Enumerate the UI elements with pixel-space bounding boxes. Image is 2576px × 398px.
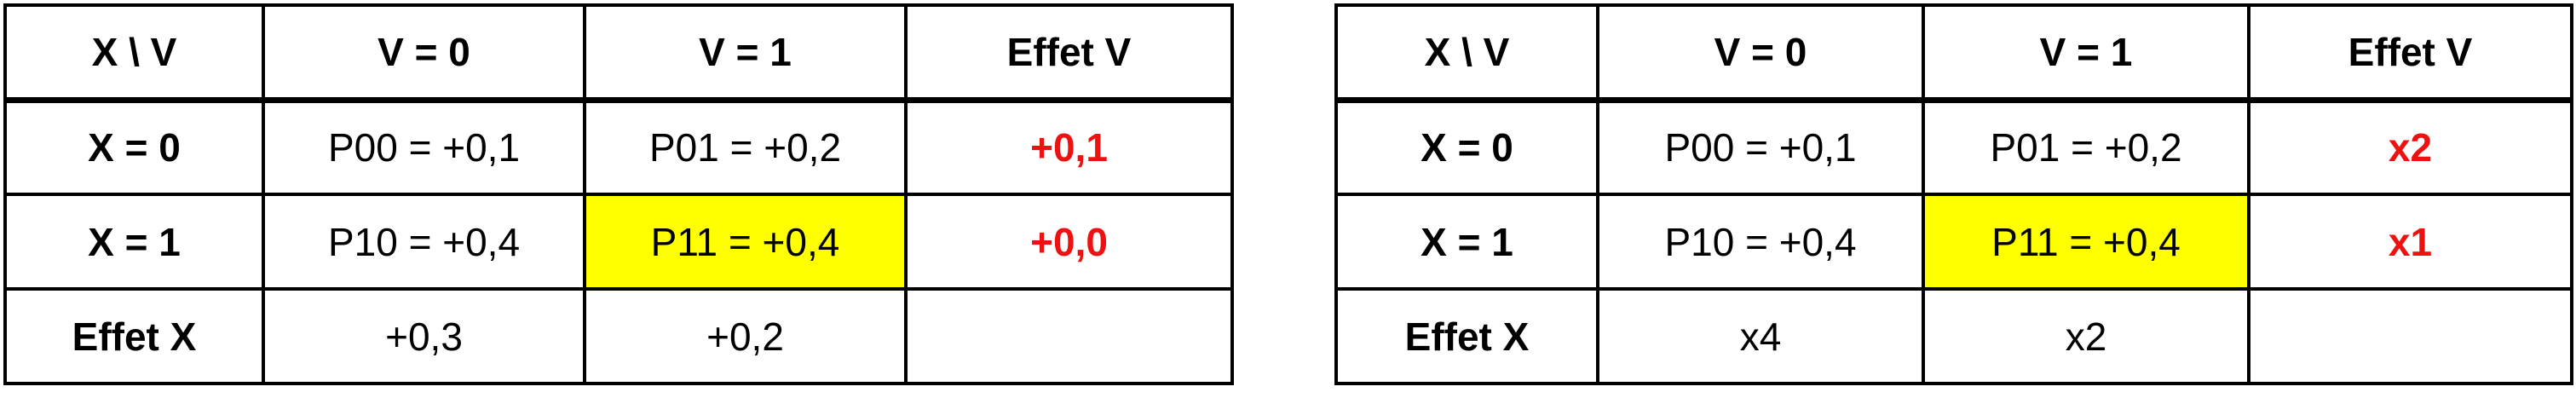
row-label-x0: X = 0 [1334, 98, 1599, 196]
row-label-effect-x: Effet X [1334, 287, 1599, 385]
row-label-x1: X = 1 [3, 193, 265, 291]
row-label-effect-x: Effet X [3, 287, 265, 385]
cell-p10: P10 = +0,4 [262, 193, 586, 291]
cell-p00: P00 = +0,1 [1596, 98, 1925, 196]
cell-p00: P00 = +0,1 [262, 98, 586, 196]
empty-cell [904, 287, 1234, 385]
column-header-v0: V = 0 [1596, 3, 1925, 103]
effect-x-v1: x2 [1922, 287, 2250, 385]
additive-effects-table: X \ V V = 0 V = 1 Effet V X = 0 P00 = +0… [3, 3, 1234, 385]
empty-cell [2247, 287, 2573, 385]
corner-header: X \ V [1334, 3, 1599, 103]
header-row: X \ V V = 0 V = 1 Effet V [1334, 3, 2573, 103]
cell-p11-highlighted: P11 = +0,4 [1922, 193, 2250, 291]
column-header-effect-v: Effet V [2247, 3, 2573, 103]
effect-v-x1: +0,0 [904, 193, 1234, 291]
multiplicative-effects-table: X \ V V = 0 V = 1 Effet V X = 0 P00 = +0… [1334, 3, 2573, 385]
table-row: X = 1 P10 = +0,4 P11 = +0,4 x1 [1334, 193, 2573, 291]
table-row: X = 0 P00 = +0,1 P01 = +0,2 x2 [1334, 98, 2573, 196]
cell-p11-highlighted: P11 = +0,4 [583, 193, 908, 291]
column-header-v0: V = 0 [262, 3, 586, 103]
header-row: X \ V V = 0 V = 1 Effet V [3, 3, 1234, 103]
table-row: X = 1 P10 = +0,4 P11 = +0,4 +0,0 [3, 193, 1234, 291]
row-label-x0: X = 0 [3, 98, 265, 196]
effect-x-v0: +0,3 [262, 287, 586, 385]
column-header-v1: V = 1 [583, 3, 908, 103]
cell-p10: P10 = +0,4 [1596, 193, 1925, 291]
cell-p01: P01 = +0,2 [583, 98, 908, 196]
footer-row: Effet X +0,3 +0,2 [3, 287, 1234, 385]
effect-x-v1: +0,2 [583, 287, 908, 385]
column-header-effect-v: Effet V [904, 3, 1234, 103]
effect-v-x0: x2 [2247, 98, 2573, 196]
footer-row: Effet X x4 x2 [1334, 287, 2573, 385]
effect-x-v0: x4 [1596, 287, 1925, 385]
effect-v-x0: +0,1 [904, 98, 1234, 196]
column-header-v1: V = 1 [1922, 3, 2250, 103]
table-row: X = 0 P00 = +0,1 P01 = +0,2 +0,1 [3, 98, 1234, 196]
corner-header: X \ V [3, 3, 265, 103]
effect-v-x1: x1 [2247, 193, 2573, 291]
cell-p01: P01 = +0,2 [1922, 98, 2250, 196]
row-label-x1: X = 1 [1334, 193, 1599, 291]
